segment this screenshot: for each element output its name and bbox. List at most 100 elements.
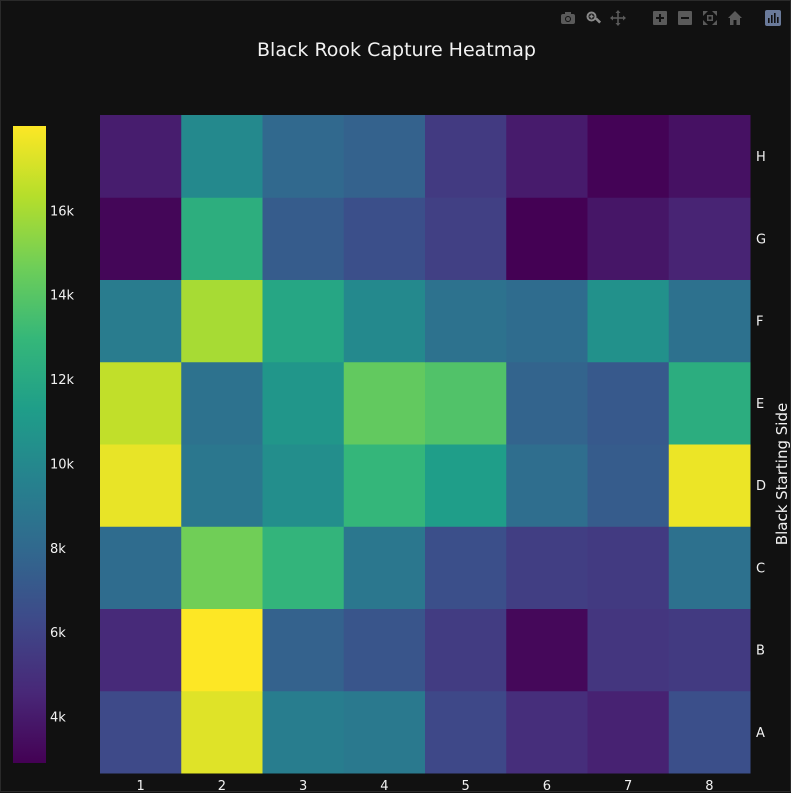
heatmap-cell[interactable]: [181, 444, 263, 527]
y-tick-label: C: [756, 561, 765, 576]
colorbar-tick-label: 8k: [50, 542, 66, 557]
heatmap-cell[interactable]: [668, 361, 751, 445]
zoom-in-icon[interactable]: [651, 9, 669, 27]
x-tick-label: 5: [461, 779, 469, 793]
heatmap-cell[interactable]: [262, 444, 345, 527]
heatmap-cell[interactable]: [425, 444, 507, 527]
zoom-icon[interactable]: [584, 9, 602, 27]
heatmap-cell[interactable]: [425, 361, 507, 445]
heatmap-cell[interactable]: [587, 526, 670, 609]
heatmap-cell[interactable]: [506, 279, 588, 363]
x-tick-label: 6: [543, 779, 551, 793]
y-tick-label: F: [756, 315, 763, 330]
heatmap-cell[interactable]: [425, 526, 507, 609]
heatmap-cell[interactable]: [506, 115, 588, 198]
heatmap-cell[interactable]: [100, 197, 182, 280]
y-axis-label: Black Starting Side: [773, 403, 791, 545]
heatmap-cell[interactable]: [587, 197, 670, 280]
y-tick-label: A: [756, 726, 765, 741]
x-axis-ticks: 1 2 3 4 5 6 7 8: [136, 779, 713, 793]
heatmap-cell[interactable]: [587, 361, 670, 445]
heatmap-cell[interactable]: [587, 690, 670, 774]
x-tick-label: 7: [624, 779, 632, 793]
heatmap-cell[interactable]: [181, 361, 263, 445]
heatmap-cell[interactable]: [587, 115, 670, 198]
heatmap-cell[interactable]: [668, 115, 751, 198]
heatmap-cell[interactable]: [343, 279, 426, 363]
heatmap-cell[interactable]: [262, 608, 345, 692]
plotly-logo-icon[interactable]: [764, 9, 782, 27]
heatmap-cell[interactable]: [181, 115, 263, 198]
autoscale-icon[interactable]: [701, 9, 719, 27]
heatmap-cell[interactable]: [100, 608, 182, 692]
y-tick-label: D: [756, 479, 766, 494]
x-tick-label: 4: [380, 779, 388, 793]
heatmap-cells: [100, 115, 751, 774]
x-tick-label: 2: [218, 779, 226, 793]
heatmap-cell[interactable]: [506, 197, 588, 280]
heatmap-cell[interactable]: [668, 608, 751, 692]
colorbar-tick-label: 16k: [50, 204, 75, 219]
heatmap-cell[interactable]: [506, 608, 588, 692]
heatmap-cell[interactable]: [100, 526, 182, 609]
heatmap-cell[interactable]: [343, 690, 426, 774]
heatmap-cell[interactable]: [181, 608, 263, 692]
heatmap-cell[interactable]: [668, 526, 751, 609]
heatmap-cell[interactable]: [100, 690, 182, 774]
heatmap-cell[interactable]: [262, 115, 345, 198]
heatmap-cell[interactable]: [100, 444, 182, 527]
y-tick-label: H: [756, 150, 766, 165]
colorbar-tick-label: 10k: [50, 457, 75, 472]
heatmap-cell[interactable]: [587, 279, 670, 363]
heatmap-cell[interactable]: [262, 279, 345, 363]
heatmap-cell[interactable]: [587, 608, 670, 692]
x-tick-label: 3: [299, 779, 307, 793]
heatmap-cell[interactable]: [506, 690, 588, 774]
y-tick-label: B: [756, 644, 765, 659]
modebar: [559, 7, 782, 29]
x-tick-label: 1: [136, 779, 144, 793]
heatmap-cell[interactable]: [425, 279, 507, 363]
heatmap-cell[interactable]: [181, 279, 263, 363]
y-tick-label: E: [756, 397, 764, 412]
heatmap-cell[interactable]: [343, 197, 426, 280]
heatmap-cell[interactable]: [587, 444, 670, 527]
heatmap-cell[interactable]: [262, 526, 345, 609]
heatmap-cell[interactable]: [343, 115, 426, 198]
heatmap-cell[interactable]: [100, 279, 182, 363]
zoom-out-icon[interactable]: [676, 9, 694, 27]
heatmap-cell[interactable]: [668, 444, 751, 527]
camera-icon[interactable]: [559, 9, 577, 27]
heatmap-cell[interactable]: [343, 526, 426, 609]
heatmap-cell[interactable]: [181, 526, 263, 609]
colorbar-tick-label: 14k: [50, 289, 75, 304]
heatmap-cell[interactable]: [668, 197, 751, 280]
pan-icon[interactable]: [609, 9, 627, 27]
heatmap-cell[interactable]: [506, 361, 588, 445]
heatmap-cell[interactable]: [262, 361, 345, 445]
heatmap-cell[interactable]: [506, 444, 588, 527]
heatmap-cell[interactable]: [668, 690, 751, 774]
y-tick-label: G: [756, 232, 766, 247]
heatmap-cell[interactable]: [343, 361, 426, 445]
heatmap-cell[interactable]: [425, 690, 507, 774]
heatmap-cell[interactable]: [343, 608, 426, 692]
heatmap-cell[interactable]: [100, 361, 182, 445]
heatmap-cell[interactable]: [181, 690, 263, 774]
heatmap-cell[interactable]: [262, 690, 345, 774]
heatmap-cell[interactable]: [506, 526, 588, 609]
heatmap-cell[interactable]: [262, 197, 345, 280]
heatmap-cell[interactable]: [668, 279, 751, 363]
chart-title: Black Rook Capture Heatmap: [257, 39, 536, 61]
colorbar-ticks: 4k 6k 8k 10k 12k 14k 16k: [50, 204, 75, 725]
heatmap-cell[interactable]: [425, 608, 507, 692]
colorbar-tick-label: 6k: [50, 626, 66, 641]
home-icon[interactable]: [726, 9, 744, 27]
heatmap-cell[interactable]: [425, 115, 507, 198]
heatmap-cell[interactable]: [181, 197, 263, 280]
heatmap-cell[interactable]: [425, 197, 507, 280]
heatmap-cell[interactable]: [100, 115, 182, 198]
heatmap-cell[interactable]: [343, 444, 426, 527]
